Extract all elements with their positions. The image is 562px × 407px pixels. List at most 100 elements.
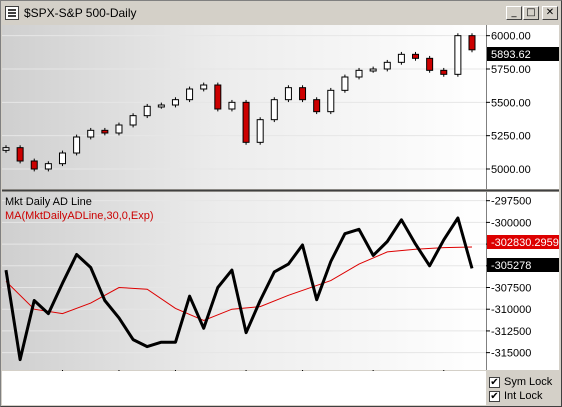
candle — [355, 67, 363, 80]
ma-panel-title: MA(MktDailyADLine,30,0,Exp) — [5, 210, 154, 222]
candle-body — [2, 147, 10, 151]
candle — [58, 150, 66, 167]
candle — [200, 82, 208, 92]
minimize-button[interactable]: _ — [506, 6, 522, 20]
candle-body — [44, 163, 52, 170]
candle-body — [412, 53, 420, 59]
candle — [129, 113, 137, 128]
candle — [101, 127, 109, 136]
candle — [186, 86, 194, 103]
ad-value-label: -305278 — [491, 260, 531, 272]
ad-tick-label: -315000 — [491, 348, 531, 360]
candle-body — [143, 105, 151, 117]
candle-body — [270, 99, 278, 121]
candle-body — [73, 136, 81, 154]
candle — [73, 134, 81, 156]
candle — [115, 122, 123, 136]
candle-body — [30, 160, 38, 170]
ad-axis-bg — [486, 192, 559, 370]
candle-body — [16, 147, 24, 162]
grid-lines — [2, 35, 486, 354]
candle — [383, 59, 391, 72]
candle-body — [186, 88, 194, 101]
candle-body — [200, 84, 208, 90]
candle-body — [58, 152, 66, 165]
maximize-button[interactable]: □ — [523, 6, 539, 20]
candle-body — [313, 99, 321, 113]
candle — [256, 117, 264, 145]
candle-body — [369, 68, 377, 72]
ad-panel-bg — [2, 192, 486, 370]
candle — [299, 85, 307, 103]
ad-tick-label: -297500 — [491, 196, 531, 208]
candle — [16, 145, 24, 164]
ad-tick-label: -300000 — [491, 217, 531, 229]
candle-body — [101, 129, 109, 134]
ad-line — [4, 216, 474, 362]
candle-body — [129, 115, 137, 126]
price-value-label: 5893.62 — [491, 49, 531, 61]
candle-body — [454, 35, 462, 75]
candle — [468, 33, 476, 53]
int-lock-label: Int Lock — [504, 390, 543, 402]
candle — [171, 97, 179, 108]
price-tick-label: 5250.00 — [491, 131, 531, 143]
candle — [454, 33, 462, 77]
candle-body — [440, 69, 448, 75]
candlestick-series — [2, 33, 476, 172]
price-tick-label: 6000.00 — [491, 31, 531, 43]
ma-line — [5, 246, 473, 322]
candle — [44, 161, 52, 172]
candle-body — [299, 87, 307, 101]
candle — [440, 67, 448, 77]
candle-body — [171, 99, 179, 106]
candle-body — [426, 57, 434, 71]
title-bar[interactable]: $SPX-S&P 500-Daily _ □ ✕ — [2, 2, 560, 24]
candle-body — [341, 76, 349, 91]
candle — [30, 158, 38, 172]
ad-value-badge — [487, 258, 559, 272]
candle — [313, 97, 321, 115]
candle-body — [468, 35, 476, 51]
candle — [228, 99, 236, 112]
candle-body — [256, 119, 264, 143]
price-axis: 6000.00 5750.00 5500.00 5250.00 5000.00 — [486, 31, 531, 176]
candle — [412, 51, 420, 61]
candle — [2, 145, 10, 153]
candle — [426, 55, 434, 73]
candle-body — [115, 124, 123, 134]
candle-body — [87, 129, 95, 138]
price-tick-label: 5500.00 — [491, 97, 531, 109]
sym-lock-label: Sym Lock — [504, 376, 553, 388]
candle — [270, 97, 278, 123]
close-button[interactable]: ✕ — [542, 6, 558, 20]
candle-body — [355, 69, 363, 78]
candle-body — [397, 53, 405, 63]
candle-body — [383, 61, 391, 70]
window-title: $SPX-S&P 500-Daily — [24, 6, 137, 20]
candle-body — [157, 104, 165, 108]
candle — [341, 74, 349, 93]
int-lock-check-icon[interactable]: ✔ — [489, 391, 500, 402]
ma-value-label: -302830.2959 — [491, 237, 559, 249]
candle — [214, 82, 222, 112]
window-menu-icon[interactable] — [5, 6, 19, 20]
candle — [397, 51, 405, 65]
candle-body — [327, 89, 335, 113]
ad-tick-label: -307500 — [491, 283, 531, 295]
candle — [327, 87, 335, 115]
candle-body — [214, 84, 222, 110]
candle — [242, 99, 250, 145]
candle-body — [228, 101, 236, 110]
sym-lock-checkbox[interactable]: ✔ Sym Lock — [489, 376, 559, 390]
candle-body — [284, 87, 292, 101]
price-tick-label: 5750.00 — [491, 64, 531, 76]
ad-tick-label: -312500 — [491, 326, 531, 338]
candle — [284, 85, 292, 103]
candle — [157, 102, 165, 109]
sym-lock-check-icon[interactable]: ✔ — [489, 377, 500, 388]
int-lock-checkbox[interactable]: ✔ Int Lock — [489, 390, 559, 404]
price-value-badge — [487, 47, 559, 61]
price-tick-label: 5000.00 — [491, 164, 531, 176]
